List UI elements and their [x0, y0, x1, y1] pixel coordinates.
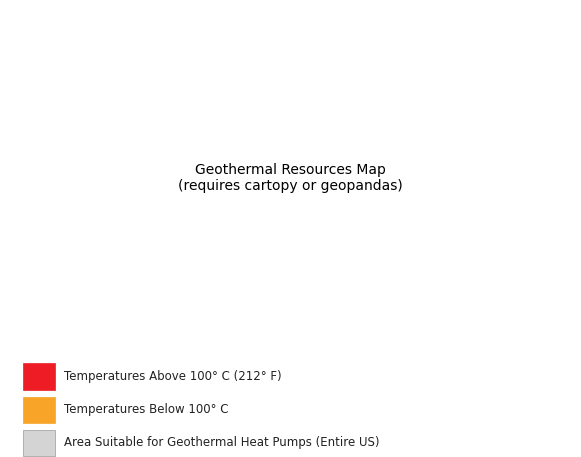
- FancyBboxPatch shape: [23, 363, 55, 390]
- Text: Geothermal Resources Map
(requires cartopy or geopandas): Geothermal Resources Map (requires carto…: [178, 163, 403, 193]
- FancyBboxPatch shape: [23, 430, 55, 456]
- FancyBboxPatch shape: [23, 397, 55, 423]
- Text: Temperatures Below 100° C: Temperatures Below 100° C: [64, 403, 228, 416]
- Text: Area Suitable for Geothermal Heat Pumps (Entire US): Area Suitable for Geothermal Heat Pumps …: [64, 436, 379, 449]
- Text: Temperatures Above 100° C (212° F): Temperatures Above 100° C (212° F): [64, 370, 282, 383]
